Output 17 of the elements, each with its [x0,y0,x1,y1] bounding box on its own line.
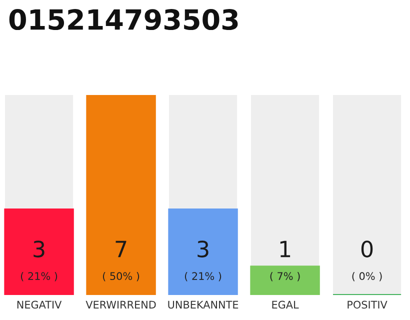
data-label: 7 [116,240,126,258]
data-label: 1 [280,240,290,258]
bar [250,266,320,295]
data-label: 0 [361,240,373,258]
x-tick-label: POSITIV [348,300,388,309]
annotation: ( 21% ) [20,272,58,282]
x-tick-label: VERWIRREND [86,300,156,308]
annotation: ( 7% ) [270,272,300,282]
x-tick-label: EGAL [272,300,299,309]
data-label: 3 [198,240,208,258]
chart-title: 015214793503 [9,9,238,30]
x-tick-label: NEGATIV [17,300,62,309]
annotation: ( 21% ) [184,272,222,282]
x-tick-label: UNBEKANNTE [168,300,238,309]
data-label: 3 [34,240,44,258]
annotation: ( 50% ) [102,272,140,282]
annotation: ( 0% ) [352,272,382,282]
